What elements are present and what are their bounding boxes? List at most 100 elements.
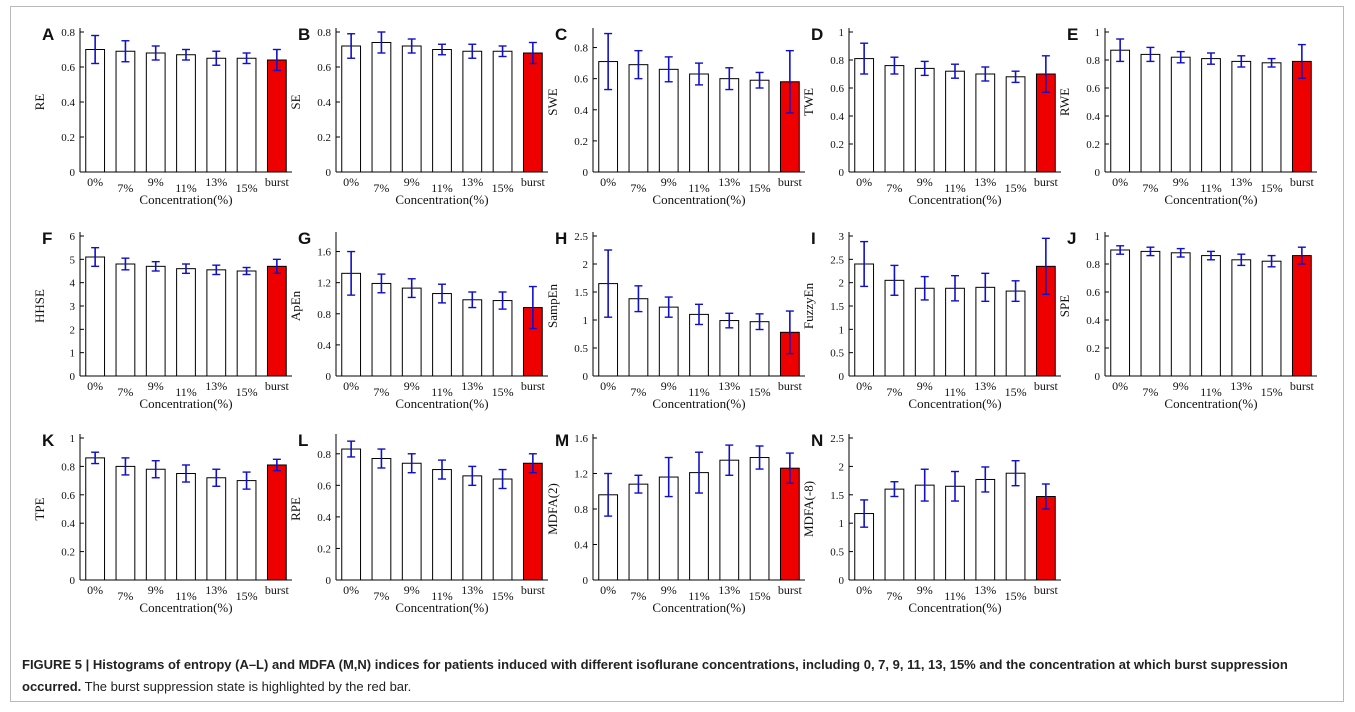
y-tick-label: 1.5 xyxy=(830,301,844,313)
y-tick-label: 0.2 xyxy=(1086,343,1100,355)
y-tick-label: 0.6 xyxy=(61,62,75,74)
bar xyxy=(207,270,226,376)
bar xyxy=(915,68,934,172)
y-tick-label: 2 xyxy=(583,259,589,271)
panel-B: B00.20.40.60.8SE0% 7% 9% 11% 13% 15% burstConc… xyxy=(288,25,548,207)
y-tick-label: 0.6 xyxy=(61,490,75,502)
bar xyxy=(207,58,226,172)
x-tick-label: 7% xyxy=(630,589,646,603)
y-tick-label: 0.4 xyxy=(317,512,331,524)
x-tick-label: 9% xyxy=(917,583,933,597)
x-tick-label: 9% xyxy=(404,379,420,393)
bar xyxy=(493,51,512,172)
x-tick-label: 9% xyxy=(661,175,677,189)
bar xyxy=(372,43,391,173)
x-tick-label: burst xyxy=(1290,379,1315,393)
y-tick-label: 0.2 xyxy=(317,543,331,555)
bar xyxy=(433,294,452,376)
bar xyxy=(493,301,512,376)
bar xyxy=(976,479,995,580)
x-tick-label: 0% xyxy=(343,379,359,393)
x-tick-label: 13% xyxy=(461,583,483,597)
x-tick-label: 9% xyxy=(917,379,933,393)
x-tick-label: 0% xyxy=(600,379,616,393)
bar xyxy=(267,465,286,580)
x-tick-label: burst xyxy=(778,583,803,597)
y-tick-label: 1.5 xyxy=(830,490,844,502)
x-tick-label: 15% xyxy=(236,385,258,399)
x-tick-label: 13% xyxy=(205,583,227,597)
x-tick-label: 13% xyxy=(718,583,740,597)
bar xyxy=(1006,291,1025,376)
x-tick-label: 0% xyxy=(1112,379,1128,393)
bar xyxy=(780,468,799,580)
bar xyxy=(463,51,482,172)
panel-letter: G xyxy=(298,229,311,248)
bar xyxy=(86,458,105,580)
x-tick-label: 9% xyxy=(1173,379,1189,393)
x-axis-label: Concentration(%) xyxy=(908,192,1001,207)
y-axis-label: SE xyxy=(288,94,303,109)
bar xyxy=(146,53,165,172)
y-tick-label: 0.6 xyxy=(317,480,331,492)
x-tick-label: 0% xyxy=(856,379,872,393)
y-tick-label: 1 xyxy=(1095,27,1101,39)
x-tick-label: 9% xyxy=(148,583,164,597)
y-tick-label: 0.8 xyxy=(317,27,331,39)
x-tick-label: 0% xyxy=(87,583,103,597)
x-tick-label: burst xyxy=(1034,175,1059,189)
y-tick-label: 1.6 xyxy=(574,433,588,445)
y-tick-label: 5 xyxy=(70,254,76,266)
y-tick-label: 0.8 xyxy=(1086,55,1100,67)
y-tick-label: 0.6 xyxy=(1086,83,1100,95)
x-tick-label: burst xyxy=(521,583,546,597)
panel-letter: D xyxy=(811,25,823,44)
x-tick-label: burst xyxy=(1034,583,1059,597)
bar xyxy=(267,60,286,172)
x-tick-label: 15% xyxy=(1261,181,1283,195)
y-tick-label: 0.4 xyxy=(317,97,331,109)
panel-letter: C xyxy=(555,25,567,44)
y-tick-label: 6 xyxy=(70,231,76,243)
x-tick-label: 0% xyxy=(343,175,359,189)
bar xyxy=(1006,77,1025,172)
bar xyxy=(1202,256,1221,376)
x-tick-label: 9% xyxy=(404,175,420,189)
x-tick-label: burst xyxy=(265,583,290,597)
bar xyxy=(372,283,391,376)
bar xyxy=(855,59,874,172)
x-tick-label: burst xyxy=(778,175,803,189)
x-tick-label: 15% xyxy=(492,181,514,195)
y-tick-label: 2 xyxy=(839,461,845,473)
bar xyxy=(629,484,648,580)
panel-L: L00.20.40.60.8RPE0% 7% 9% 11% 13% 15% burstCon… xyxy=(288,431,548,615)
y-axis-label: MDFA(2) xyxy=(545,483,560,535)
x-tick-label: 9% xyxy=(1173,175,1189,189)
y-tick-label: 0.2 xyxy=(61,547,75,559)
bar xyxy=(659,69,678,172)
x-tick-label: 7% xyxy=(373,589,389,603)
x-tick-label: 13% xyxy=(974,583,996,597)
x-tick-label: 13% xyxy=(1230,175,1252,189)
bar xyxy=(523,463,542,580)
y-axis-label: SWE xyxy=(545,88,560,116)
x-tick-label: 15% xyxy=(749,181,771,195)
panel-letter: J xyxy=(1067,229,1076,248)
bar xyxy=(750,458,769,580)
y-axis-label: SampEn xyxy=(545,283,560,328)
y-tick-label: 1 xyxy=(1095,231,1101,243)
bar xyxy=(342,449,361,580)
x-tick-label: 13% xyxy=(718,175,740,189)
bar xyxy=(1202,59,1221,172)
x-tick-label: 7% xyxy=(117,181,133,195)
panel-G: G00.40.81.21.6ApEn0% 7% 9% 11% 13% 15% burstCo… xyxy=(288,229,548,411)
x-tick-label: 9% xyxy=(917,175,933,189)
y-tick-label: 0 xyxy=(70,371,76,383)
y-tick-label: 0.4 xyxy=(61,97,75,109)
x-tick-label: burst xyxy=(265,175,290,189)
y-tick-label: 0.8 xyxy=(1086,259,1100,271)
y-tick-label: 0.8 xyxy=(61,461,75,473)
y-tick-label: 0.4 xyxy=(1086,315,1100,327)
y-tick-label: 0.2 xyxy=(830,139,844,151)
x-tick-label: 9% xyxy=(404,583,420,597)
